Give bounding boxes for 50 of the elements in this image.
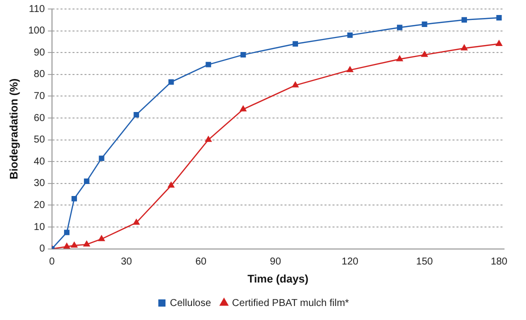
y-tick-label: 100: [28, 26, 46, 37]
x-tick-label: 150: [416, 256, 434, 268]
y-tick-label: 60: [34, 112, 46, 124]
legend-label: Cellulose: [170, 298, 212, 309]
y-tick-label: 80: [34, 69, 46, 80]
point: [168, 79, 174, 85]
y-tick-label: 0: [39, 244, 46, 255]
point: [292, 41, 298, 47]
point: [396, 24, 402, 30]
x-tick-label: 180: [490, 256, 508, 268]
point: [240, 106, 246, 112]
point: [84, 178, 90, 184]
x-axis-title: Time (days): [247, 273, 309, 286]
point: [461, 44, 468, 50]
point: [98, 156, 104, 162]
y-axis-title: Biodegradation (%): [8, 78, 21, 180]
legend-label: Certified PBAT mulch film*: [232, 298, 350, 309]
point: [292, 82, 299, 88]
point: [240, 52, 246, 58]
y-tick-label: 70: [34, 90, 46, 102]
point: [396, 56, 403, 62]
point: [98, 235, 105, 242]
y-tick-label: 110: [28, 4, 46, 15]
point: [496, 15, 502, 20]
point: [64, 230, 70, 236]
point: [422, 22, 428, 27]
x-tick-label: 30: [120, 256, 132, 268]
y-tick-label: 40: [34, 156, 46, 168]
point: [83, 240, 90, 247]
point: [134, 112, 140, 118]
point: [71, 242, 78, 248]
point: [346, 66, 354, 72]
point: [72, 196, 77, 202]
y-tick-label: 10: [34, 222, 46, 233]
point: [206, 62, 212, 68]
y-tick-label: 50: [34, 134, 46, 146]
x-tick-label: 120: [342, 256, 359, 268]
y-tick-label: 20: [34, 200, 46, 211]
point: [462, 17, 467, 23]
x-tick-label: 60: [195, 256, 207, 268]
point: [421, 51, 428, 57]
point: [168, 182, 174, 188]
point: [133, 219, 140, 225]
point: [496, 40, 502, 46]
y-tick-label: 90: [34, 47, 46, 58]
y-tick-label: 30: [34, 178, 46, 190]
point: [347, 32, 353, 38]
x-tick-label: 0: [49, 256, 56, 268]
point: [205, 136, 212, 142]
x-tick-label: 90: [270, 256, 282, 268]
